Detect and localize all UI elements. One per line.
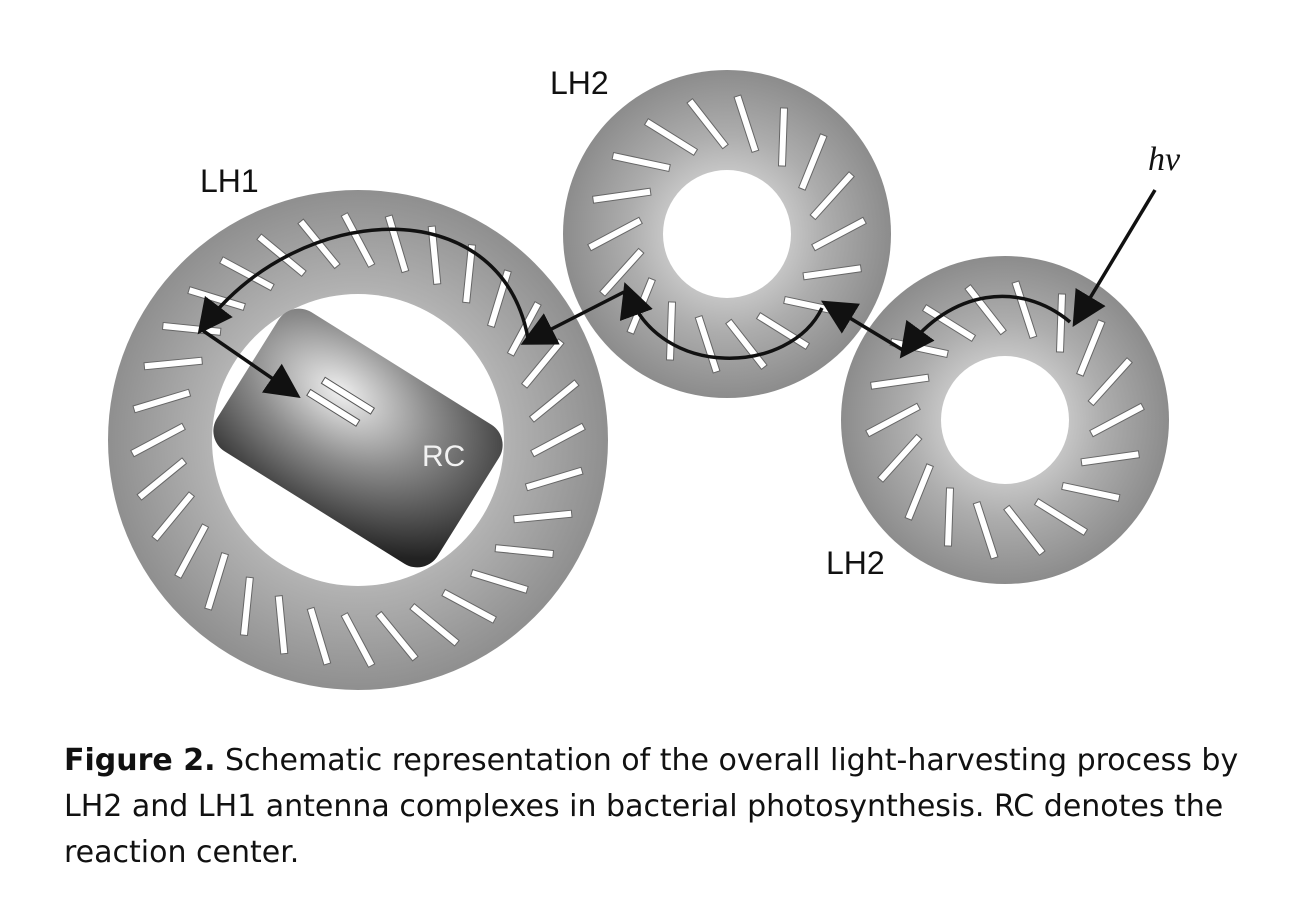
lh2-right-pigment — [1055, 293, 1067, 353]
lh2-right-pigment — [1061, 481, 1121, 503]
lh2-right-to-top-arrow — [821, 300, 907, 354]
lh1-arc-arrow — [197, 227, 530, 339]
lh1-pigment — [530, 422, 586, 458]
lh2-top-label: LH2 — [550, 65, 609, 101]
lh2-right-pigment-group — [865, 280, 1145, 560]
lh1-pigment — [375, 610, 419, 662]
lh2-top-pigment — [798, 133, 828, 191]
lh2-top-pigment — [809, 171, 855, 221]
lh2-right-label: LH2 — [826, 545, 885, 581]
lh1-pigment — [136, 457, 188, 501]
lh1-pigment — [513, 509, 573, 524]
lh2-top-pigment — [777, 107, 789, 167]
lh1-pigment — [306, 606, 332, 666]
lh1-pigment — [256, 233, 307, 278]
lh1-pigment — [409, 602, 460, 647]
lh1-pigment — [524, 466, 584, 492]
lh1-pigment — [274, 595, 289, 655]
lh1-pigment — [528, 379, 580, 423]
lh2-right-pigment — [870, 373, 930, 390]
lh2-right-arc-arrow — [899, 294, 1072, 359]
lh1-pigment — [462, 243, 477, 304]
lh2-right-pigment — [1089, 402, 1145, 438]
lh2-right-pigment — [865, 402, 921, 438]
lh1-pigment — [340, 212, 376, 268]
lh1-pigment — [204, 552, 230, 611]
lh2-top-pigment — [599, 247, 645, 297]
lh2-top-pigment — [665, 301, 677, 361]
lh2-top-arc-arrow — [619, 282, 824, 360]
lh2-top-pigment — [811, 216, 867, 252]
lh1-pigment — [143, 356, 203, 371]
photon-hv-label: hν — [1148, 141, 1181, 178]
lh2-top-pigment — [592, 187, 652, 204]
lh1-pigment — [520, 338, 565, 389]
rc-pigment-2 — [306, 388, 361, 427]
figure-number: Figure 2. — [64, 743, 216, 778]
lh1-pigment — [219, 256, 275, 292]
lh1-label: LH1 — [200, 163, 259, 199]
lh2-right-pigment — [1003, 504, 1046, 557]
lh2-right-pigment — [943, 487, 955, 547]
lh2-top-pigment — [686, 97, 729, 150]
lh2-right-pigment — [1011, 280, 1038, 339]
figure-caption: Figure 2. Schematic representation of th… — [64, 738, 1254, 876]
lh1-pigment-group — [130, 212, 586, 668]
lh2-right-pigment — [1033, 497, 1089, 537]
lh1-pigment — [151, 491, 196, 542]
lh2-right-pigment — [1087, 357, 1133, 407]
lh2-top-pigment — [643, 117, 699, 157]
lh1-pigment — [340, 612, 376, 668]
lh2-top-pigment — [611, 151, 671, 173]
lh2-right-pigment — [1080, 450, 1140, 467]
lh2-right-pigment — [964, 283, 1007, 336]
lh1-pigment — [239, 576, 254, 637]
lh1-pigment — [470, 568, 529, 594]
lh2-right-pigment — [877, 433, 923, 483]
lh2-right-ring — [841, 256, 1169, 584]
lh1-to-rc-arrow — [201, 328, 301, 398]
caption-text: Schematic representation of the overall … — [64, 743, 1239, 870]
lh1-pigment — [494, 544, 555, 559]
lh2-top-pigment — [733, 94, 760, 153]
lh2-right-pigment — [921, 303, 977, 343]
lh2-top-pigment — [802, 264, 862, 281]
lh2-top-to-lh1-arrow — [520, 290, 625, 345]
photon-arrow — [1072, 189, 1157, 327]
lh1-pigment — [130, 422, 186, 458]
lh2-right-pigment — [904, 463, 934, 521]
rc-pigment-1 — [320, 376, 376, 415]
lh1-pigment — [132, 388, 192, 414]
lh1-pigment — [427, 225, 442, 285]
lh2-top-ring — [563, 70, 891, 398]
lh2-right-pigment — [972, 501, 999, 560]
lh1-pigment — [441, 588, 497, 624]
light-harvesting-diagram: RC LH1 LH2 LH2 hν — [108, 65, 1181, 690]
energy-transfer-arrows — [197, 189, 1157, 398]
lh1-pigment — [174, 523, 210, 579]
rc-label: RC — [422, 440, 465, 473]
lh2-top-pigment — [587, 216, 643, 252]
